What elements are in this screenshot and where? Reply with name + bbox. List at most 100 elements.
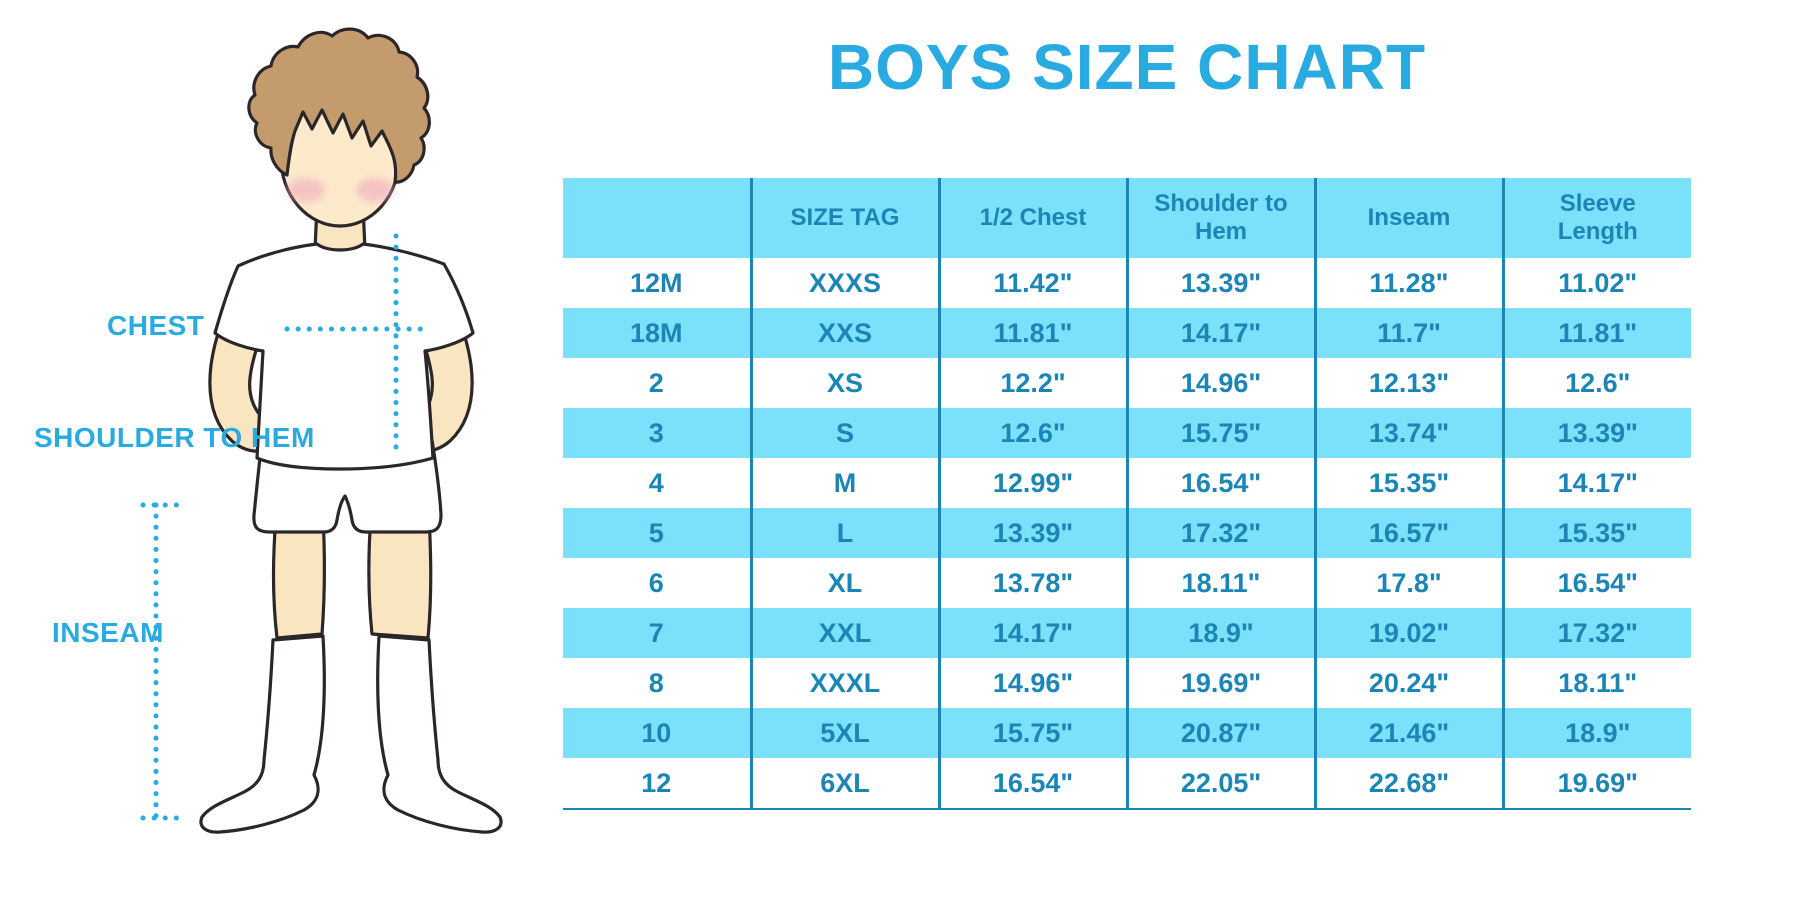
boy-illustration — [0, 0, 520, 900]
table-row: 5 L 13.39" 17.32" 16.57" 15.35" — [563, 508, 1691, 558]
page-title: BOYS SIZE CHART — [827, 31, 1427, 103]
measurement-cell: 15.75" — [937, 708, 1127, 758]
size-label-cell: 3 — [563, 408, 751, 458]
table-row: 7 XXL 14.17" 18.9" 19.02" 17.32" — [563, 608, 1691, 658]
measurement-cell: 11.28" — [1313, 258, 1503, 308]
chest-label: CHEST — [107, 310, 205, 341]
measurement-cell: 18.11" — [1125, 558, 1315, 608]
column-header: 1/2 Chest — [937, 178, 1127, 258]
inseam-label: INSEAM — [52, 617, 164, 648]
boy-blush-left-icon — [287, 178, 325, 202]
measurement-cell: 11.02" — [1501, 258, 1691, 308]
column-header: Inseam — [1313, 178, 1503, 258]
boy-hair — [247, 27, 431, 184]
measurement-cell: 19.69" — [1125, 658, 1315, 708]
measurement-cell: 20.24" — [1313, 658, 1503, 708]
measurement-cell: 15.35" — [1313, 458, 1503, 508]
measurement-cell: 14.17" — [937, 608, 1127, 658]
size-label-cell: 7 — [563, 608, 751, 658]
measurement-cell: S — [749, 408, 939, 458]
measurement-cell: 16.54" — [1125, 458, 1315, 508]
measurement-cell: XL — [749, 558, 939, 608]
table-row: 10 5XL 15.75" 20.87" 21.46" 18.9" — [563, 708, 1691, 758]
measurement-cell: 11.81" — [937, 308, 1127, 358]
table-row: 8 XXXL 14.96" 19.69" 20.24" 18.11" — [563, 658, 1691, 708]
measurement-cell: 12.99" — [937, 458, 1127, 508]
size-label-cell: 10 — [563, 708, 751, 758]
table-row: 2 XS 12.2" 14.96" 12.13" 12.6" — [563, 358, 1691, 408]
boy-leg-right — [367, 513, 433, 640]
size-label-cell: 18M — [563, 308, 751, 358]
measurement-cell: 18.9" — [1501, 708, 1691, 758]
measurement-cell: 19.02" — [1313, 608, 1503, 658]
measurement-cell: 22.68" — [1313, 758, 1503, 809]
size-label-cell: 2 — [648, 367, 664, 398]
measurement-cell: 15.35" — [1501, 508, 1691, 558]
table-row: 12M XXXS 11.42" 13.39" 11.28" 11.02" — [563, 258, 1691, 308]
measurement-cell: 15.75" — [1125, 408, 1315, 458]
measurement-cell: 11.7" — [1313, 308, 1503, 358]
boy-sock-left — [199, 634, 326, 834]
measurement-cell: 17.8" — [1313, 558, 1503, 608]
measurement-cell: 17.32" — [1501, 608, 1691, 658]
measurement-cell: XS — [749, 358, 939, 408]
column-header: SIZE TAG — [749, 178, 939, 258]
column-header: Sleeve Length — [1501, 178, 1691, 258]
table-row: 6 XL 13.78" 18.11" 17.8" 16.54" — [563, 558, 1691, 608]
boy-shirt — [213, 242, 475, 471]
measurement-cell: 16.54" — [937, 758, 1127, 809]
measurement-cell: XXXL — [749, 658, 939, 708]
boy-illustration-svg — [140, 27, 503, 834]
measurement-cell: 12.13" — [1313, 358, 1503, 408]
inseam-measure-line — [140, 502, 183, 821]
measurement-cell: 14.96" — [1125, 358, 1315, 408]
measurement-cell: 20.87" — [1125, 708, 1315, 758]
measurement-cell: 11.42" — [937, 258, 1127, 308]
size-table: SIZE TAG 1/2 Chest Shoulder to Hem Inseam Sl… — [563, 178, 1691, 810]
measurement-cell: 14.17" — [1501, 458, 1691, 508]
measurement-cell: L — [749, 508, 939, 558]
measurement-cell: 12.6" — [937, 408, 1127, 458]
table-row: 12 6XL 16.54" 22.05" 22.68" 19.69" — [563, 758, 1691, 809]
size-label-cell: 4 — [648, 467, 664, 498]
measurement-cell: XXXS — [749, 258, 939, 308]
boy-blush-right-icon — [356, 178, 394, 202]
measurement-cell: 14.17" — [1125, 308, 1315, 358]
shoulder-to-hem-label: SHOULDER TO HEM — [34, 422, 315, 453]
measurement-cell: 13.74" — [1313, 408, 1503, 458]
measurement-cell: 12.6" — [1501, 358, 1691, 408]
measurement-cell: 21.46" — [1313, 708, 1503, 758]
measurement-cell: XXS — [749, 308, 939, 358]
size-label-cell: 6 — [648, 567, 664, 598]
measurement-cell: 14.96" — [937, 658, 1127, 708]
measurement-cell: 11.81" — [1501, 308, 1691, 358]
measurement-cell: 17.32" — [1125, 508, 1315, 558]
measurement-cell: 13.78" — [937, 558, 1127, 608]
measurement-cell: 22.05" — [1125, 758, 1315, 809]
table-row: 18M XXS 11.81" 14.17" 11.7" 11.81" — [563, 308, 1691, 358]
size-label-cell: 8 — [648, 667, 664, 698]
measurement-cell: 12.2" — [937, 358, 1127, 408]
measurement-cell: 18.11" — [1501, 658, 1691, 708]
measurement-cell: 16.57" — [1313, 508, 1503, 558]
measurement-cell: XXL — [749, 608, 939, 658]
measurement-cell: 19.69" — [1501, 758, 1691, 809]
corner-header — [563, 178, 751, 258]
table-row: 3 S 12.6" 15.75" 13.74" 13.39" — [563, 408, 1691, 458]
measurement-cell: 13.39" — [1125, 258, 1315, 308]
boy-leg-left — [271, 513, 326, 640]
column-header: Shoulder to Hem — [1125, 178, 1315, 258]
header-row: SIZE TAG 1/2 Chest Shoulder to Hem Inseam Sl… — [563, 178, 1691, 258]
measurement-cell: M — [749, 458, 939, 508]
boy-sock-right — [376, 634, 503, 834]
size-label-cell: 12 — [641, 767, 672, 798]
measurement-cell: 6XL — [749, 758, 939, 809]
size-label-cell: 5 — [563, 508, 751, 558]
measurement-cell: 13.39" — [1501, 408, 1691, 458]
size-label-cell: 12M — [629, 267, 683, 298]
measurement-cell: 5XL — [749, 708, 939, 758]
table-row: 4 M 12.99" 16.54" 15.35" 14.17" — [563, 458, 1691, 508]
measurement-cell: 13.39" — [937, 508, 1127, 558]
measurement-cell: 16.54" — [1501, 558, 1691, 608]
